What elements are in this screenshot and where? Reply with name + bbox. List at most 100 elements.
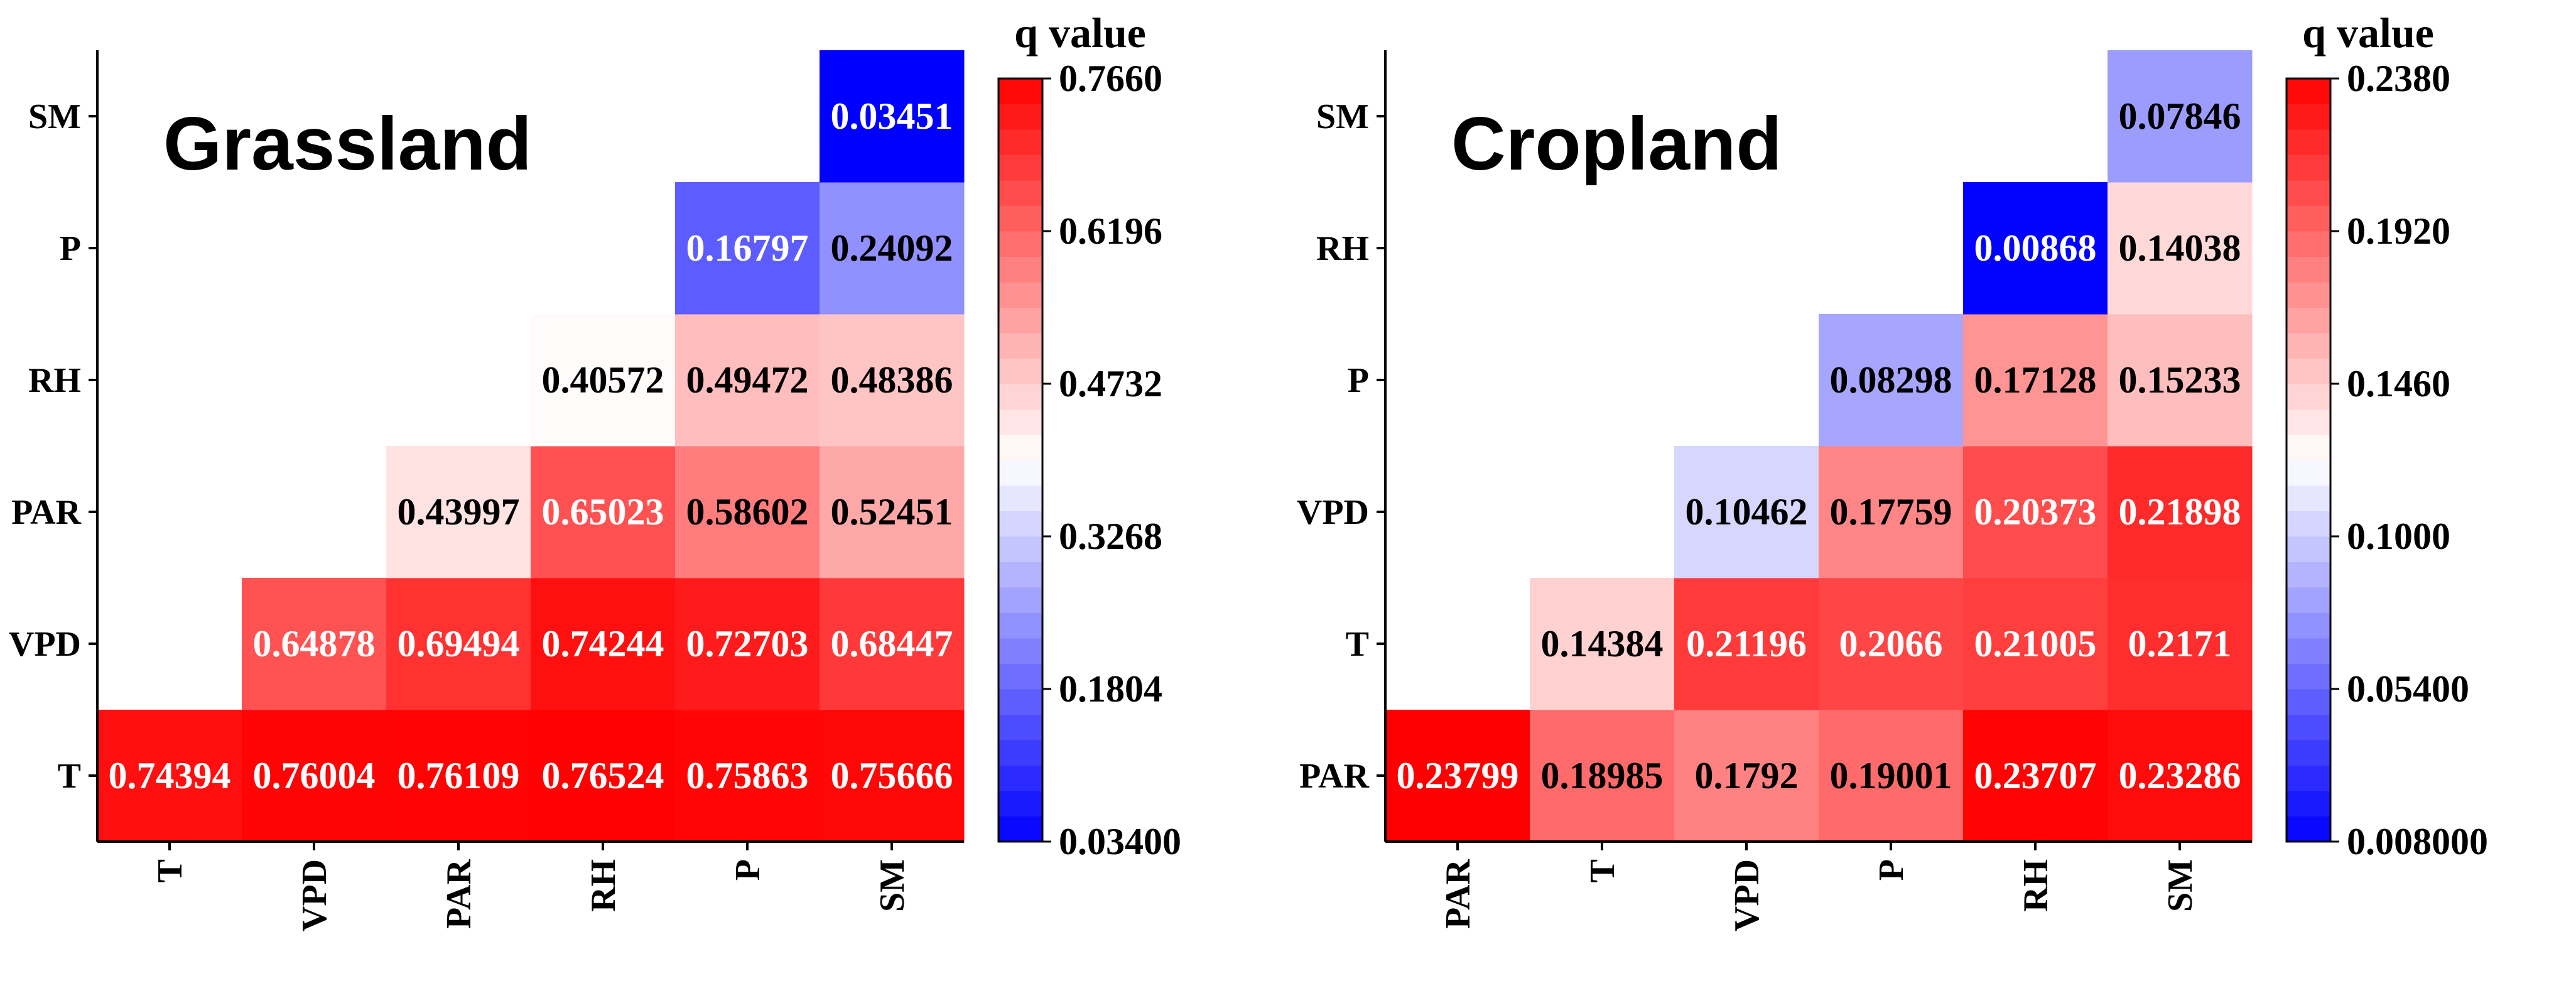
cell-value-label: 0.43997 <box>398 491 520 533</box>
y-tick-label: VPD <box>9 625 81 664</box>
cell-value-label: 0.58602 <box>686 491 809 533</box>
colorbar-band <box>2286 485 2330 511</box>
colorbar-band <box>2286 511 2330 537</box>
colorbar-tick-label: 0.4732 <box>1059 363 1162 404</box>
heatmap-cell <box>820 182 965 315</box>
grassland-heatmap-panel: 0.74394 0.76004 0.76109 0.76524 0.75863 0.756… <box>9 9 1181 931</box>
colorbar-band <box>2286 561 2330 588</box>
colorbar-band <box>2286 791 2330 816</box>
colorbar-band <box>998 155 1042 181</box>
cell-value-label: 0.21196 <box>1686 623 1807 664</box>
heatmap-cell <box>2108 50 2253 183</box>
cell-value-label: 0.17759 <box>1830 491 1952 533</box>
colorbar-band <box>998 638 1042 664</box>
colorbar-band <box>998 791 1042 816</box>
cell-value-label: 0.23286 <box>2119 755 2241 796</box>
cell-value-label: 0.21898 <box>2119 491 2241 533</box>
colorbar-band <box>998 307 1042 333</box>
cell-value-label: 0.2066 <box>1839 623 1943 664</box>
colorbar-band <box>2286 129 2330 155</box>
colorbar-band <box>998 689 1042 715</box>
heatmap-cell <box>1963 182 2108 315</box>
x-tick-label: VPD <box>295 859 334 931</box>
y-tick-label: PAR <box>11 493 81 532</box>
colorbar-tick-label: 0.6196 <box>1059 210 1162 252</box>
colorbar-band <box>2286 79 2330 104</box>
colorbar-band <box>998 485 1042 511</box>
y-tick-label: P <box>1348 361 1369 400</box>
colorbar-band <box>998 740 1042 766</box>
heatmap-cell <box>531 578 676 710</box>
cell-value-label: 0.48386 <box>831 359 953 401</box>
colorbar-band <box>998 587 1042 613</box>
cell-value-label: 0.74394 <box>109 755 231 796</box>
cell-value-label: 0.16797 <box>686 227 809 269</box>
cell-value-label: 0.07846 <box>2119 95 2241 137</box>
heatmap-cell <box>531 446 676 578</box>
x-tick-label: PAR <box>1439 859 1478 928</box>
heatmap-cell <box>531 710 676 842</box>
colorbar-band <box>2286 765 2330 791</box>
colorbar-tick-label: 0.7660 <box>1059 58 1162 99</box>
y-tick-label: VPD <box>1297 493 1369 532</box>
heatmap-cell <box>1963 710 2108 842</box>
cell-value-label: 0.23707 <box>1974 755 2097 796</box>
heatmap-cell <box>675 710 820 842</box>
cell-value-label: 0.20373 <box>1974 491 2097 533</box>
y-tick-label: T <box>1346 625 1369 664</box>
colorbar-band <box>998 333 1042 359</box>
heatmap-cell <box>386 446 531 578</box>
colorbar-band <box>2286 180 2330 206</box>
colorbar-band <box>2286 689 2330 715</box>
x-tick-label: P <box>1872 859 1911 881</box>
x-tick-label: PAR <box>440 859 479 928</box>
cell-value-label: 0.00868 <box>1974 227 2097 269</box>
cell-value-label: 0.74244 <box>542 623 664 664</box>
cell-value-label: 0.17128 <box>1974 359 2097 401</box>
colorbar-band <box>998 536 1042 562</box>
colorbar-band <box>998 663 1042 690</box>
heatmap-cell <box>97 710 242 842</box>
x-tick-label: T <box>1583 859 1622 882</box>
y-tick-label: T <box>58 757 81 796</box>
colorbar-title: q value <box>1014 9 1146 57</box>
cell-value-label: 0.08298 <box>1830 359 1952 401</box>
colorbar-band <box>2286 435 2330 460</box>
colorbar-band <box>2286 816 2330 842</box>
cell-value-label: 0.52451 <box>831 491 953 533</box>
colorbar-band <box>2286 231 2330 257</box>
cell-value-label: 0.24092 <box>831 227 953 269</box>
colorbar-band <box>2286 256 2330 283</box>
heatmap-cell <box>675 446 820 578</box>
colorbar-band <box>998 816 1042 842</box>
heatmap-cell <box>820 710 965 842</box>
cell-value-label: 0.49472 <box>686 359 809 401</box>
colorbar-band <box>998 282 1042 308</box>
x-tick-label: VPD <box>1728 859 1767 931</box>
colorbar-band <box>2286 740 2330 766</box>
heatmap-cell <box>1819 314 1964 447</box>
heatmap-cell <box>675 578 820 710</box>
colorbar-title: q value <box>2302 9 2434 57</box>
cell-value-label: 0.2171 <box>2128 623 2232 664</box>
colorbar-tick-label: 0.008000 <box>2347 821 2488 862</box>
heatmap-cell <box>1963 578 2108 710</box>
colorbar-band <box>2286 714 2330 740</box>
heatmap-cell <box>820 50 965 183</box>
colorbar-band <box>2286 333 2330 359</box>
colorbar-band <box>998 205 1042 232</box>
y-tick-label: RH <box>1316 229 1369 268</box>
heatmap-cell <box>1530 710 1675 842</box>
heatmap-cell <box>2108 578 2253 710</box>
heatmap-cell <box>1530 578 1675 710</box>
heatmap-cell <box>1674 446 1819 578</box>
cell-value-label: 0.76004 <box>253 755 376 796</box>
heatmap-cell <box>531 314 676 447</box>
heatmap-cell <box>2108 710 2253 842</box>
colorbar-band <box>2286 638 2330 664</box>
x-tick-label: P <box>728 859 767 881</box>
heatmap-cell <box>820 314 965 447</box>
heatmap-cell <box>1819 578 1964 710</box>
colorbar-band <box>2286 358 2330 384</box>
heatmap-cell <box>1963 314 2108 447</box>
